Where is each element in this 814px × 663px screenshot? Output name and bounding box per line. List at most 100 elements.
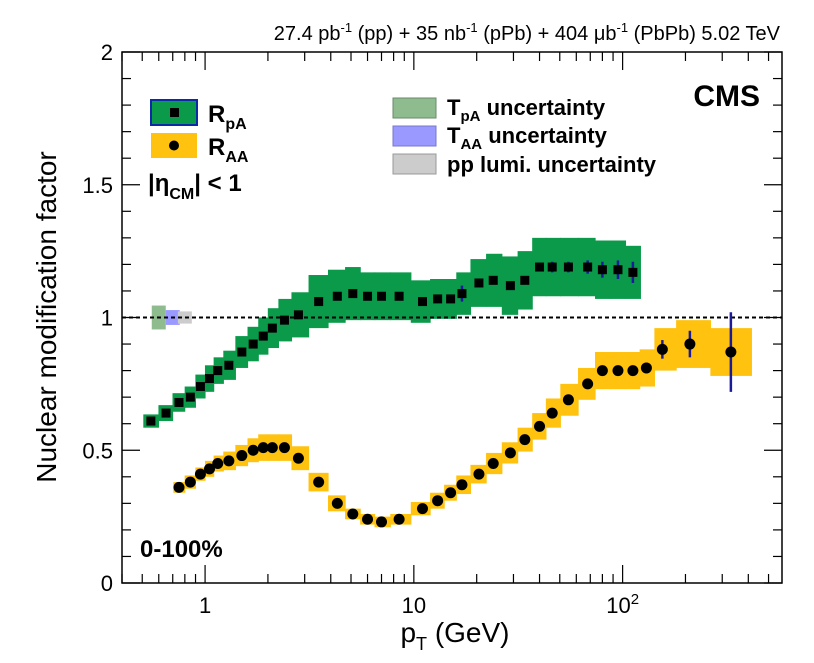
rpa-data-point <box>583 262 593 272</box>
rpa-data-point <box>161 408 171 418</box>
raa-data-point <box>236 450 248 462</box>
raa-data-point <box>292 452 304 464</box>
raa-data-point <box>546 407 558 419</box>
raa-data-point <box>416 503 428 515</box>
experiment-label: CMS <box>693 80 760 113</box>
rpa-data-point <box>237 347 247 357</box>
raa-data-point <box>640 362 652 374</box>
rpa-data-point <box>258 331 268 341</box>
raa-data-point <box>612 365 624 377</box>
y-tick-label: 0.5 <box>82 438 113 463</box>
rpa-data-point <box>417 297 427 307</box>
legend-rpa-label: RpA <box>208 101 247 133</box>
legend-raa-marker <box>169 140 179 151</box>
legend-tpa-label: TpA uncertainty <box>447 95 606 125</box>
x-axis-label: pT (GeV) <box>400 617 509 654</box>
legend-raa-label: RAA <box>208 134 249 166</box>
legend-eta-cut: |ηCM| < 1 <box>148 170 242 203</box>
raa-data-point <box>504 447 516 459</box>
rpa-data-point <box>293 310 303 320</box>
rpa-data-point <box>505 281 515 291</box>
rpa-data-point <box>195 382 205 392</box>
raa-data-point <box>487 458 499 470</box>
raa-data-point <box>725 346 737 358</box>
raa-data-point <box>278 442 290 454</box>
raa-data-point <box>362 513 374 525</box>
rpa-data-point <box>146 416 156 426</box>
rpa-data-point <box>185 392 195 402</box>
legend-tpa-swatch <box>392 97 437 119</box>
legend-series: RpA RAA |ηCM| < 1 <box>148 99 249 203</box>
raa-data-point <box>331 497 343 509</box>
rpa-data-point <box>597 265 607 275</box>
rpa-data-point <box>394 291 404 301</box>
x-tick-label: 10 <box>402 593 426 618</box>
rpa-data-point <box>520 275 530 285</box>
raa-data-point <box>432 495 444 507</box>
raa-data-point <box>194 468 206 480</box>
rpa-data-point <box>433 294 443 304</box>
rpa-data-point <box>563 262 573 272</box>
legend-taa-label: TAA uncertainty <box>447 123 608 153</box>
rpa-data-point <box>224 360 234 370</box>
rpa-data-point <box>332 291 342 301</box>
raa-data-point <box>266 442 278 454</box>
legend-taa-swatch <box>392 125 437 147</box>
centrality-label: 0-100% <box>140 536 223 563</box>
raa-data-point <box>247 444 259 456</box>
rpa-data-point <box>174 397 184 407</box>
raa-data-point <box>534 420 546 432</box>
rpa-data-point <box>613 265 623 275</box>
legend-lumi-label: pp lumi. uncertainty <box>447 152 657 177</box>
rpa-data-point <box>279 315 289 325</box>
raa-data-point <box>212 458 224 470</box>
legend-uncertainties: TpA uncertainty TAA uncertainty pp lumi.… <box>392 95 657 177</box>
data-points <box>146 262 737 528</box>
raa-data-point <box>347 508 359 520</box>
raa-data-point <box>473 468 485 480</box>
x-tick-label: 102 <box>606 591 639 618</box>
raa-data-point <box>519 434 531 446</box>
x-tick-label: 1 <box>199 593 211 618</box>
rpa-data-point <box>446 294 456 304</box>
rpa-data-point <box>547 262 557 272</box>
rpa-data-point <box>488 275 498 285</box>
rpa-data-point <box>363 291 373 301</box>
y-tick-label: 1 <box>101 306 113 331</box>
rpa-data-point <box>267 323 277 333</box>
raa-data-point <box>562 394 574 406</box>
rpa-data-point <box>213 366 223 376</box>
y-tick-label: 1.5 <box>82 173 113 198</box>
normalization-box <box>177 311 192 324</box>
raa-data-point <box>223 455 235 467</box>
rpa-data-point <box>314 297 324 307</box>
raa-data-point <box>204 463 216 475</box>
y-tick-label: 2 <box>101 40 113 65</box>
rpa-data-point <box>535 262 545 272</box>
raa-data-point <box>656 343 668 355</box>
raa-data-point <box>582 378 594 390</box>
uncertainty-bands <box>143 237 752 528</box>
raa-data-point <box>257 442 269 454</box>
raa-data-point <box>627 365 639 377</box>
raa-data-point <box>376 516 388 528</box>
legend-rpa-marker <box>170 108 179 117</box>
rpa-data-point <box>348 289 358 299</box>
raa-data-point <box>184 476 196 488</box>
y-tick-label: 0 <box>101 571 113 596</box>
rpa-data-point <box>248 339 258 349</box>
raa-data-point <box>313 476 325 488</box>
y-axis-ticks: 0 0.5 1 1.5 2 <box>82 40 782 596</box>
luminosity-header: 27.4 pb-1 (pp) + 35 nb-1 (pPb) + 404 μb-… <box>274 20 781 45</box>
raa-data-point <box>684 338 696 350</box>
legend-lumi-swatch <box>392 153 437 175</box>
rpa-data-point <box>628 267 638 277</box>
raa-data-point <box>596 365 608 377</box>
rpa-data-point <box>377 291 387 301</box>
raa-data-point <box>445 487 457 499</box>
rpa-data-point <box>205 374 215 384</box>
raa-data-point <box>173 481 185 493</box>
rpa-data-point <box>474 278 484 288</box>
rpa-data-point <box>457 289 467 299</box>
